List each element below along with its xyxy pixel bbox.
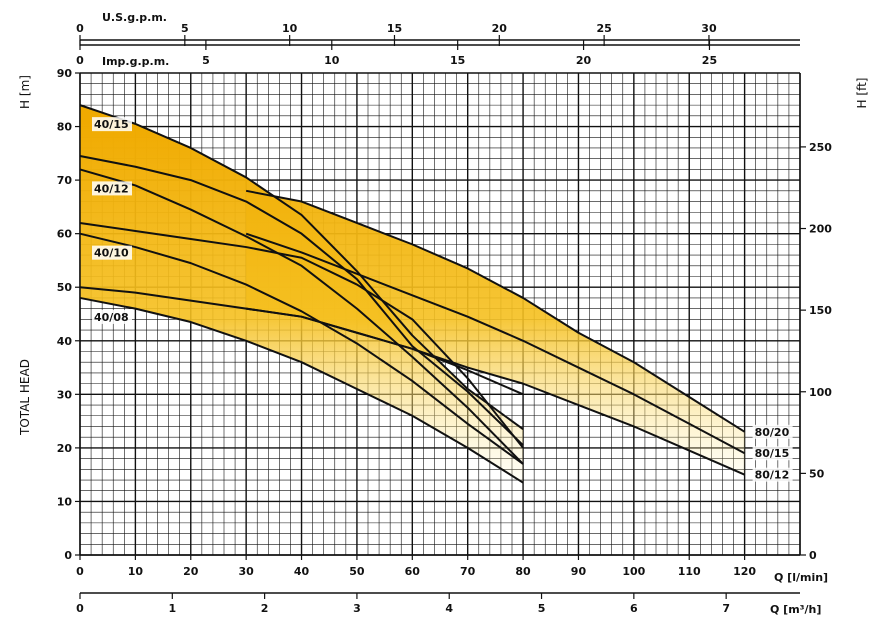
pump-curve-2 bbox=[79, 168, 524, 465]
top-unit-us: U.S.g.p.m. bbox=[102, 11, 167, 24]
x-tick-label: 20 bbox=[183, 565, 199, 578]
impgpm-tick-label: 10 bbox=[324, 54, 340, 67]
left-unit: H [m] bbox=[18, 75, 32, 109]
y-tick-label: 80 bbox=[57, 121, 73, 134]
m3h-axis-tick-label: 3 bbox=[353, 602, 361, 615]
x-tick-label: 100 bbox=[622, 565, 645, 578]
m3h-axis-tick-label: 1 bbox=[168, 602, 176, 615]
curve-label-bg bbox=[92, 117, 132, 132]
curve-label-40-15: 40/15 bbox=[94, 118, 129, 131]
y-tick-label: 30 bbox=[57, 388, 73, 401]
m3h-axis-tick-label: 2 bbox=[261, 602, 269, 615]
ft-tick-label: 100 bbox=[809, 386, 832, 399]
y-tick-label: 40 bbox=[57, 335, 73, 348]
y-tick-label: 50 bbox=[57, 281, 73, 294]
curve-label-bg bbox=[92, 245, 132, 260]
usgpm-axis-tick-label: 25 bbox=[596, 22, 611, 35]
y-tick-label: 70 bbox=[57, 174, 73, 187]
m3h-axis-tick-label: 5 bbox=[538, 602, 546, 615]
right-unit: H [ft] bbox=[855, 78, 869, 109]
curve-label-bg bbox=[752, 467, 793, 482]
curve-label-40-12: 40/12 bbox=[94, 182, 129, 195]
x-tick-label: 0 bbox=[76, 565, 84, 578]
impgpm-tick-label: 20 bbox=[576, 54, 592, 67]
bottom-unit-lmin: Q [l/min] bbox=[774, 571, 828, 584]
m3h-axis-tick-label: 6 bbox=[630, 602, 638, 615]
m3h-axis-tick-label: 0 bbox=[76, 602, 84, 615]
x-tick-label: 40 bbox=[294, 565, 310, 578]
impgpm-tick-label: 15 bbox=[450, 54, 465, 67]
impgpm-tick-label: 0 bbox=[76, 54, 84, 67]
curve-label-80-20: 80/20 bbox=[755, 426, 790, 439]
y-tick-label: 90 bbox=[57, 67, 73, 80]
pump-curve-1 bbox=[79, 155, 524, 446]
usgpm-axis-tick-label: 20 bbox=[492, 22, 508, 35]
pump-curve-7 bbox=[245, 189, 746, 433]
bottom-unit-m3h: Q [m³/h] bbox=[770, 603, 821, 616]
pump-curves: 40/15 40/12 40/10 40/08 80/20 80/15 80/12 bbox=[79, 104, 793, 484]
x-tick-label: 80 bbox=[515, 565, 531, 578]
usgpm-axis-tick-label: 15 bbox=[387, 22, 402, 35]
pump-curve-9 bbox=[246, 307, 746, 476]
ft-tick-label: 50 bbox=[809, 467, 825, 480]
ft-tick-label: 150 bbox=[809, 304, 832, 317]
x-tick-label: 10 bbox=[128, 565, 144, 578]
usgpm-axis-tick-label: 30 bbox=[701, 22, 717, 35]
x-tick-label: 90 bbox=[571, 565, 587, 578]
curve-label-40-10: 40/10 bbox=[94, 247, 129, 260]
x-tick-label: 110 bbox=[678, 565, 701, 578]
usgpm-axis-tick-label: 5 bbox=[181, 22, 189, 35]
y-tick-label: 60 bbox=[57, 228, 73, 241]
usgpm-axis-tick-label: 0 bbox=[76, 22, 84, 35]
pump-curve-0 bbox=[79, 104, 524, 430]
ft-tick-label: 250 bbox=[809, 141, 832, 154]
pump-curve-3 bbox=[79, 221, 524, 449]
curve-label-bg bbox=[752, 446, 793, 461]
impgpm-tick-label: 5 bbox=[202, 54, 210, 67]
pump-curve-8 bbox=[245, 232, 746, 455]
curve-label-80-12: 80/12 bbox=[755, 469, 790, 482]
x-tick-label: 60 bbox=[405, 565, 421, 578]
curve-label-80-15: 80/15 bbox=[755, 447, 790, 460]
pump-curve-6 bbox=[79, 296, 524, 484]
m3h-axis-tick-label: 7 bbox=[722, 602, 730, 615]
range-fill-80 bbox=[246, 190, 745, 475]
y-tick-label: 0 bbox=[64, 549, 72, 562]
y-tick-label: 20 bbox=[57, 442, 73, 455]
x-tick-label: 120 bbox=[733, 565, 756, 578]
impgpm-tick-label: 25 bbox=[702, 54, 717, 67]
top-unit-imp: Imp.g.p.m. bbox=[102, 55, 169, 68]
y-tick-label: 10 bbox=[57, 495, 73, 508]
curve-label-bg bbox=[92, 181, 132, 196]
curve-label-bg bbox=[752, 424, 793, 439]
pump-curve-4 bbox=[79, 232, 524, 465]
operating-range-fill bbox=[80, 105, 745, 483]
ft-tick-label: 0 bbox=[809, 549, 817, 562]
x-tick-label: 50 bbox=[349, 565, 365, 578]
curve-label-bg bbox=[92, 309, 132, 324]
left-axis-title: TOTAL HEAD bbox=[18, 359, 32, 436]
x-tick-label: 70 bbox=[460, 565, 476, 578]
ft-tick-label: 200 bbox=[809, 223, 832, 236]
curve-label-40-08: 40/08 bbox=[94, 311, 129, 324]
usgpm-axis-tick-label: 10 bbox=[282, 22, 298, 35]
m3h-axis-tick-label: 4 bbox=[445, 602, 453, 615]
x-tick-label: 30 bbox=[238, 565, 254, 578]
